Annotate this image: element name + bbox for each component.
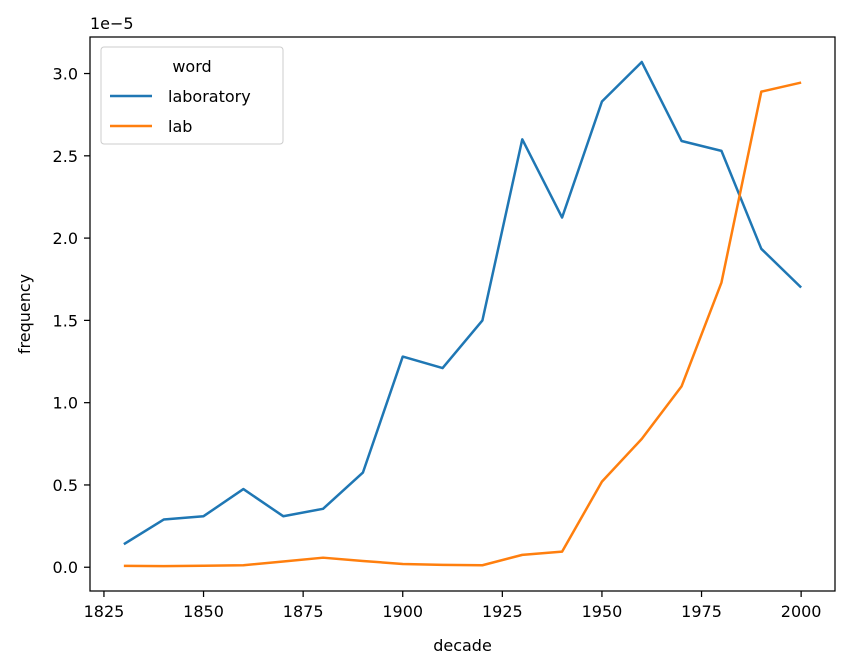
legend-label-laboratory: laboratory <box>168 87 251 106</box>
x-tick-label: 1925 <box>482 602 523 621</box>
y-tick-label: 2.5 <box>53 147 78 166</box>
axis-ticks: 1825 1850 1875 1900 1925 1950 1975 2000 0.0 0.5 1.… <box>53 65 822 621</box>
legend-box <box>100 46 284 145</box>
series-lines <box>123 60 803 568</box>
x-tick-label: 1850 <box>183 602 224 621</box>
x-axis-label: decade <box>433 636 492 655</box>
legend: word laboratory lab <box>100 46 284 145</box>
series-line-laboratory <box>123 60 803 546</box>
x-tick-label: 1900 <box>382 602 423 621</box>
y-tick-label: 1.0 <box>53 394 78 413</box>
x-tick-label: 2000 <box>781 602 822 621</box>
y-tick-label: 2.0 <box>53 229 78 248</box>
legend-title: word <box>172 57 211 76</box>
x-tick-label: 1950 <box>582 602 623 621</box>
x-tick-label: 1975 <box>681 602 722 621</box>
x-tick-label: 1875 <box>283 602 324 621</box>
legend-label-lab: lab <box>168 117 192 136</box>
y-tick-label: 3.0 <box>53 65 78 84</box>
x-tick-label: 1825 <box>84 602 125 621</box>
y-axis-label: frequency <box>15 274 34 354</box>
y-tick-label: 0.0 <box>53 558 78 577</box>
y-axis-offset-label: 1e−5 <box>90 14 134 33</box>
y-tick-label: 0.5 <box>53 476 78 495</box>
y-tick-label: 1.5 <box>53 311 78 330</box>
plot-frame <box>89 36 836 592</box>
series-line-lab <box>123 81 802 568</box>
